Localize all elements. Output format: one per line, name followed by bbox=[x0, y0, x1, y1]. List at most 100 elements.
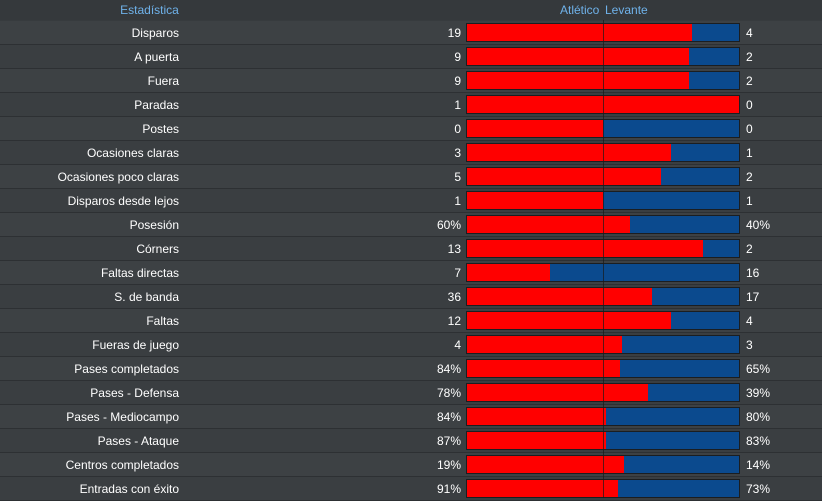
stat-row: S. de banda 36 17 bbox=[0, 285, 822, 309]
stat-label: Pases - Mediocampo bbox=[66, 410, 179, 424]
stat-row: Pases - Defensa 78% 39% bbox=[0, 381, 822, 405]
away-value: 0 bbox=[746, 122, 753, 136]
stat-row: Disparos desde lejos 1 1 bbox=[0, 189, 822, 213]
stat-label: Disparos bbox=[131, 26, 179, 40]
home-value: 4 bbox=[454, 338, 461, 352]
home-value: 19 bbox=[447, 26, 461, 40]
stat-row: Fuera 9 2 bbox=[0, 69, 822, 93]
stat-row: Paradas 1 0 bbox=[0, 93, 822, 117]
home-value: 91% bbox=[436, 482, 461, 496]
away-value: 65% bbox=[746, 362, 771, 376]
home-value: 36 bbox=[447, 290, 461, 304]
stat-label: Posesión bbox=[129, 218, 179, 232]
home-share-fill bbox=[467, 120, 603, 137]
stat-label: Ocasiones poco claras bbox=[57, 170, 179, 184]
away-value: 4 bbox=[746, 26, 753, 40]
stat-label: Disparos desde lejos bbox=[67, 194, 179, 208]
home-share-fill bbox=[467, 144, 671, 161]
away-value: 2 bbox=[746, 170, 753, 184]
bar-center-line bbox=[603, 20, 604, 498]
away-value: 73% bbox=[746, 482, 771, 496]
home-share-fill bbox=[467, 480, 618, 497]
stat-label: Pases - Defensa bbox=[90, 386, 179, 400]
stat-row: Faltas directas 7 16 bbox=[0, 261, 822, 285]
stat-label: Pases completados bbox=[74, 362, 179, 376]
away-value: 4 bbox=[746, 314, 753, 328]
home-value: 9 bbox=[454, 50, 461, 64]
stat-row: Faltas 12 4 bbox=[0, 309, 822, 333]
away-value: 2 bbox=[746, 50, 753, 64]
stat-row: Disparos 19 4 bbox=[0, 21, 822, 45]
home-value: 9 bbox=[454, 74, 461, 88]
home-share-fill bbox=[467, 24, 692, 41]
stats-title[interactable]: Estadística bbox=[120, 3, 179, 17]
home-share-fill bbox=[467, 72, 690, 89]
stat-row: Ocasiones claras 3 1 bbox=[0, 141, 822, 165]
away-value: 17 bbox=[746, 290, 760, 304]
home-value: 19% bbox=[436, 458, 461, 472]
away-team-name[interactable]: Levante bbox=[605, 3, 648, 17]
home-team-name[interactable]: Atlético bbox=[560, 3, 600, 17]
home-share-fill bbox=[467, 264, 550, 281]
away-value: 0 bbox=[746, 98, 753, 112]
home-share-fill bbox=[467, 192, 603, 209]
away-value: 1 bbox=[746, 146, 753, 160]
home-value: 3 bbox=[454, 146, 461, 160]
stat-label: Fueras de juego bbox=[92, 338, 179, 352]
stat-row: Córners 13 2 bbox=[0, 237, 822, 261]
home-value: 7 bbox=[454, 266, 461, 280]
away-value: 83% bbox=[746, 434, 771, 448]
stat-label: Centros completados bbox=[65, 458, 179, 472]
home-share-fill bbox=[467, 168, 662, 185]
home-value: 1 bbox=[454, 194, 461, 208]
home-share-fill bbox=[467, 288, 652, 305]
stat-label: A puerta bbox=[134, 50, 179, 64]
home-value: 0 bbox=[454, 122, 461, 136]
home-value: 84% bbox=[436, 410, 461, 424]
stat-label: Fuera bbox=[147, 74, 179, 88]
home-share-fill bbox=[467, 48, 690, 65]
stats-table: Disparos 19 4 A puerta 9 2 Fuera 9 2 Paradas 1 0 Pos… bbox=[0, 21, 822, 501]
home-share-fill bbox=[467, 336, 623, 353]
away-value: 16 bbox=[746, 266, 760, 280]
stat-row: Postes 0 0 bbox=[0, 117, 822, 141]
stat-label: Paradas bbox=[134, 98, 179, 112]
stat-label: Ocasiones claras bbox=[86, 146, 179, 160]
stat-row: Fueras de juego 4 3 bbox=[0, 333, 822, 357]
stat-row: Pases completados 84% 65% bbox=[0, 357, 822, 381]
home-share-fill bbox=[467, 360, 621, 377]
stat-label: S. de banda bbox=[114, 290, 179, 304]
stat-label: Faltas bbox=[146, 314, 179, 328]
stat-label: Pases - Ataque bbox=[97, 434, 179, 448]
stat-row: Centros completados 19% 14% bbox=[0, 453, 822, 477]
away-value: 14% bbox=[746, 458, 771, 472]
home-value: 12 bbox=[447, 314, 461, 328]
away-value: 3 bbox=[746, 338, 753, 352]
stat-row: Posesión 60% 40% bbox=[0, 213, 822, 237]
home-value: 1 bbox=[454, 98, 461, 112]
away-value: 39% bbox=[746, 386, 771, 400]
home-share-fill bbox=[467, 432, 607, 449]
stat-label: Postes bbox=[142, 122, 179, 136]
away-value: 2 bbox=[746, 242, 753, 256]
home-value: 13 bbox=[447, 242, 461, 256]
stat-row: Pases - Ataque 87% 83% bbox=[0, 429, 822, 453]
away-value: 40% bbox=[746, 218, 771, 232]
stat-label: Faltas directas bbox=[100, 266, 179, 280]
home-share-fill bbox=[467, 216, 631, 233]
home-share-fill bbox=[467, 240, 703, 257]
stat-row: A puerta 9 2 bbox=[0, 45, 822, 69]
away-value: 80% bbox=[746, 410, 771, 424]
home-share-fill bbox=[467, 408, 607, 425]
stats-header: Estadística Atlético Levante bbox=[0, 0, 822, 20]
home-share-fill bbox=[467, 456, 624, 473]
stat-row: Pases - Mediocampo 84% 80% bbox=[0, 405, 822, 429]
home-value: 84% bbox=[436, 362, 461, 376]
home-value: 78% bbox=[436, 386, 461, 400]
away-value: 2 bbox=[746, 74, 753, 88]
stat-label: Entradas con éxito bbox=[79, 482, 179, 496]
home-value: 60% bbox=[436, 218, 461, 232]
away-value: 1 bbox=[746, 194, 753, 208]
stat-row: Ocasiones poco claras 5 2 bbox=[0, 165, 822, 189]
home-value: 87% bbox=[436, 434, 461, 448]
